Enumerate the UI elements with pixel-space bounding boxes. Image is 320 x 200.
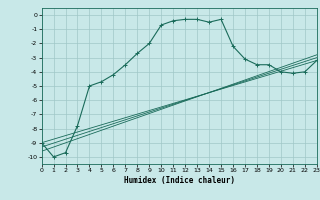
X-axis label: Humidex (Indice chaleur): Humidex (Indice chaleur): [124, 176, 235, 185]
